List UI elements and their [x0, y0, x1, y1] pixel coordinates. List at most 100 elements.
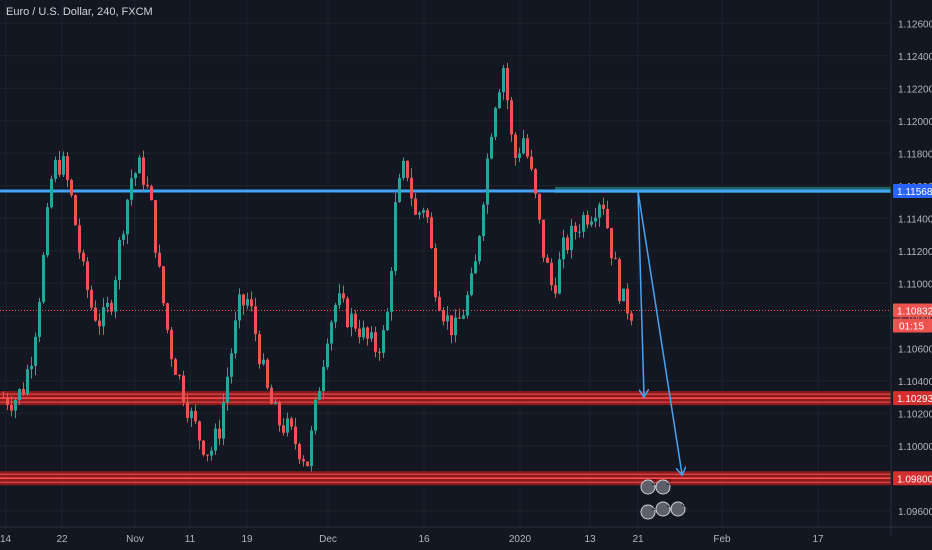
candle [334, 305, 337, 323]
candle [622, 288, 625, 302]
time-tick-label: 11 [185, 534, 196, 545]
candle [326, 343, 329, 367]
candle [370, 332, 373, 339]
candle [494, 108, 497, 137]
horizontal-levels [0, 186, 891, 486]
price-tag-blue: 1.11568 [897, 187, 932, 198]
time-tick-label: 14 [0, 534, 12, 545]
candle [142, 157, 145, 185]
time-tick-label: Dec [319, 534, 337, 545]
candle [442, 310, 445, 322]
candle [274, 402, 277, 404]
candle [506, 67, 509, 101]
candle [26, 369, 29, 395]
candle [462, 315, 465, 319]
candle [426, 210, 429, 218]
candle [562, 237, 565, 260]
candle [498, 92, 501, 109]
price-tick-label: 1.12000 [898, 117, 932, 128]
candle [298, 443, 301, 460]
candle [610, 228, 613, 259]
candle [566, 237, 569, 251]
candle [446, 315, 449, 322]
candle [422, 210, 425, 213]
candle [14, 400, 17, 411]
candle [34, 336, 37, 366]
candle [114, 279, 117, 312]
price-tick-label: 1.10600 [898, 344, 932, 355]
candle [102, 307, 105, 327]
candle [522, 138, 525, 154]
candle [294, 426, 297, 444]
candle [74, 195, 77, 226]
price-tick-label: 1.12200 [898, 84, 932, 95]
candle [166, 303, 169, 330]
candle [454, 317, 457, 336]
chart-grid [0, 0, 891, 527]
event-badge: 2 [655, 478, 672, 495]
price-tick-label: 1.11000 [898, 279, 932, 290]
candle [18, 388, 21, 401]
event-badge: 3 [655, 500, 672, 517]
candle [434, 248, 437, 298]
candle [514, 134, 517, 158]
candle [338, 293, 341, 306]
candle [474, 261, 477, 274]
candle [630, 313, 633, 321]
candle [578, 231, 581, 233]
candle [198, 421, 201, 441]
candle [130, 178, 133, 200]
candle [574, 225, 577, 232]
price-tick-label: 1.10400 [898, 377, 932, 388]
candle [46, 207, 49, 256]
projection-arrow [637, 190, 644, 396]
price-tag-blue-bg [893, 183, 932, 198]
event-count: 2 [652, 478, 657, 487]
time-tick-label: 19 [241, 534, 253, 545]
candle [250, 299, 253, 307]
candle [38, 301, 41, 337]
time-tick-label: 16 [418, 534, 430, 545]
candle [210, 450, 213, 456]
candle [266, 359, 269, 388]
candle [466, 294, 469, 316]
candle [290, 418, 293, 427]
candle [534, 169, 537, 194]
candle [618, 259, 621, 302]
time-tick-label: 13 [584, 534, 596, 545]
candle [162, 266, 165, 304]
candle [98, 320, 101, 327]
candle [66, 156, 69, 180]
price-tag-current: 1.10832 [897, 307, 932, 318]
candle [378, 351, 381, 353]
candle [270, 387, 273, 404]
event-count: 2 [667, 478, 672, 487]
event-badge: 4 [670, 500, 687, 517]
candle [478, 236, 481, 262]
candle [118, 239, 121, 280]
candle [94, 307, 97, 321]
candle [394, 202, 397, 271]
chart-title: Euro / U.S. Dollar, 240, FXCM [6, 6, 153, 18]
candle [194, 410, 197, 422]
candle [78, 225, 81, 253]
flag-icon [640, 504, 656, 520]
price-tag-red-1: 1.10293 [897, 394, 932, 405]
candle [538, 193, 541, 220]
candle [346, 298, 349, 327]
candle [54, 159, 57, 179]
candle [246, 299, 249, 306]
countdown-label: 01:15 [899, 322, 924, 333]
candle [22, 388, 25, 395]
candle [110, 302, 113, 312]
candle [406, 160, 409, 178]
time-tick-label: Feb [713, 534, 731, 545]
candle [138, 157, 141, 174]
price-tag-red-2-bg [893, 471, 932, 486]
candle [154, 200, 157, 253]
candlestick-series [2, 62, 633, 472]
candle [614, 258, 617, 260]
candle [366, 327, 369, 339]
candle [490, 136, 493, 159]
